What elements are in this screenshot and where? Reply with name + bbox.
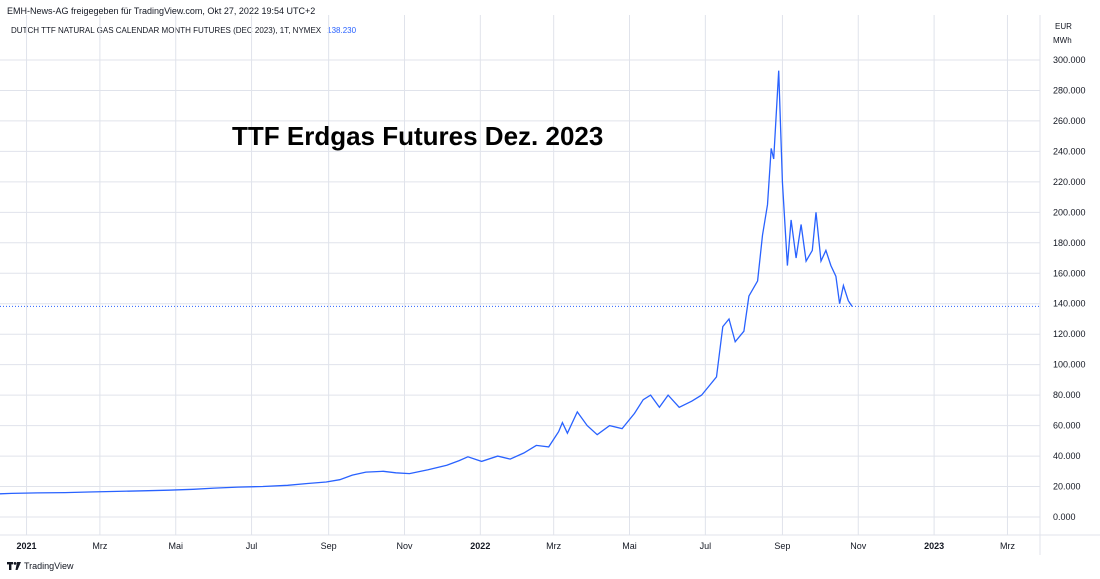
x-tick-label: Nov	[850, 541, 867, 551]
y-tick-label: 120.000	[1053, 329, 1086, 339]
x-tick-label: Mrz	[1000, 541, 1015, 551]
y-tick-label: 140.000	[1053, 299, 1086, 309]
x-tick-label: 2022	[470, 541, 490, 551]
y-tick-label: 60.000	[1053, 421, 1081, 431]
header-attribution: EMH-News-AG freigegeben für TradingView.…	[7, 6, 316, 16]
x-tick-label: 2021	[17, 541, 37, 551]
x-axis-ticks: 2021 Mrz Mai Jul Sep Nov 2022 Mrz Mai Jul Sep Nov 20…	[17, 541, 1016, 551]
y-tick-label: 20.000	[1053, 482, 1081, 492]
price-series-line[interactable]	[0, 70, 853, 495]
chart-annotation: TTF Erdgas Futures Dez. 2023	[232, 121, 604, 151]
footer-brand-label: TradingView	[24, 561, 74, 571]
x-tick-label: 2023	[924, 541, 944, 551]
x-tick-label: Mai	[622, 541, 637, 551]
x-tick-label: Nov	[396, 541, 413, 551]
y-tick-label: 260.000	[1053, 116, 1086, 126]
tradingview-logo-icon	[7, 562, 21, 570]
chart-grid	[0, 15, 1040, 535]
y-tick-label: 240.000	[1053, 146, 1086, 156]
y-tick-label: 80.000	[1053, 390, 1081, 400]
y-axis-ticks: 0.000 20.000 40.000 60.000 80.000 100.000 120.…	[1053, 55, 1086, 522]
last-price-value: 138.230	[327, 26, 357, 35]
x-tick-label: Sep	[774, 541, 790, 551]
y-tick-label: 40.000	[1053, 451, 1081, 461]
footer-brand[interactable]: TradingView	[7, 561, 74, 571]
x-tick-label: Mrz	[92, 541, 107, 551]
y-tick-label: 0.000	[1053, 512, 1076, 522]
symbol-legend: DUTCH TTF NATURAL GAS CALENDAR MONTH FUT…	[11, 26, 356, 35]
x-tick-label: Jul	[700, 541, 712, 551]
y-tick-label: 200.000	[1053, 207, 1086, 217]
axis-currency: EUR	[1055, 22, 1072, 31]
y-tick-label: 220.000	[1053, 177, 1086, 187]
symbol-description: DUTCH TTF NATURAL GAS CALENDAR MONTH FUT…	[11, 26, 322, 35]
axis-unit: MWh	[1053, 36, 1072, 45]
x-tick-label: Sep	[321, 541, 337, 551]
y-tick-label: 180.000	[1053, 238, 1086, 248]
y-tick-label: 300.000	[1053, 55, 1086, 65]
y-tick-label: 160.000	[1053, 268, 1086, 278]
x-tick-label: Mrz	[546, 541, 561, 551]
x-tick-label: Mai	[168, 541, 183, 551]
y-tick-label: 100.000	[1053, 360, 1086, 370]
y-tick-label: 280.000	[1053, 85, 1086, 95]
x-tick-label: Jul	[246, 541, 258, 551]
